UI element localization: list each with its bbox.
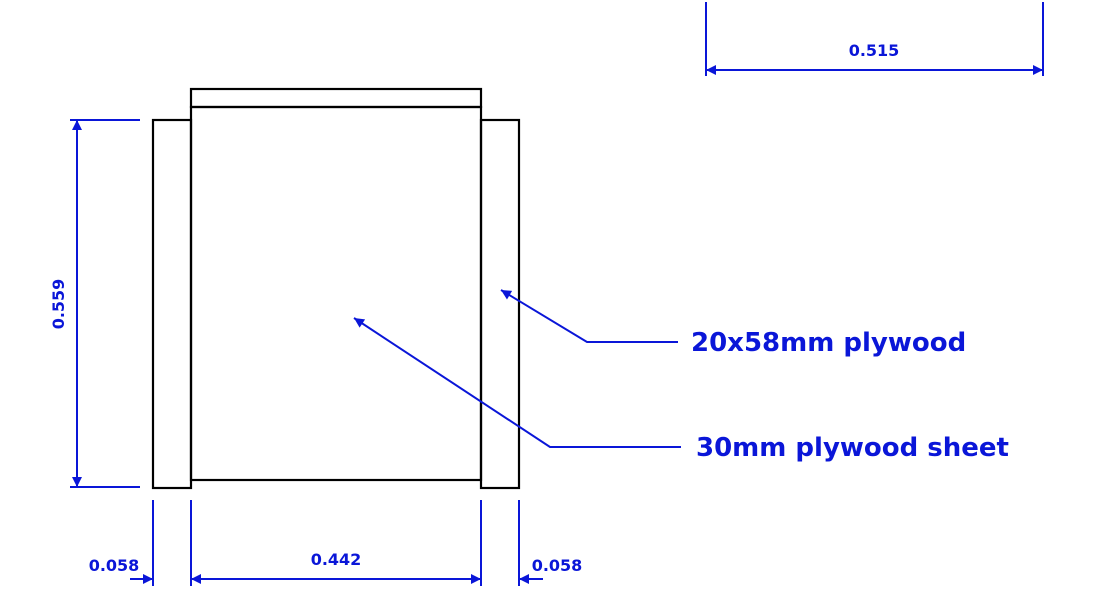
overall-width-value: 0.515 — [849, 41, 900, 60]
annotations — [70, 2, 1044, 586]
sheet-width-value: 0.442 — [311, 550, 362, 569]
leader-line — [353, 317, 681, 448]
right-strip-value: 0.058 — [532, 556, 583, 575]
plywood-sheet-body — [189, 105, 483, 482]
annotation-text: 0.515 0.559 0.058 0.442 0.058 20x58mm pl… — [49, 41, 1009, 575]
plywood-sheet-top-edge — [189, 87, 483, 109]
strip-leader — [500, 289, 678, 343]
overall-width-dimension — [705, 2, 1044, 76]
right-plywood-strip — [479, 118, 521, 490]
left-plywood-strip — [151, 118, 193, 490]
sheet-leader — [353, 317, 681, 448]
height-value: 0.559 — [49, 279, 68, 330]
bottom-dimensions — [130, 500, 543, 586]
object-outline — [151, 87, 521, 490]
height-dimension — [70, 119, 140, 488]
left-strip-value: 0.058 — [89, 556, 140, 575]
leader-line — [500, 289, 678, 343]
sheet-label: 30mm plywood sheet — [696, 433, 1009, 463]
strip-label: 20x58mm plywood — [691, 328, 966, 358]
